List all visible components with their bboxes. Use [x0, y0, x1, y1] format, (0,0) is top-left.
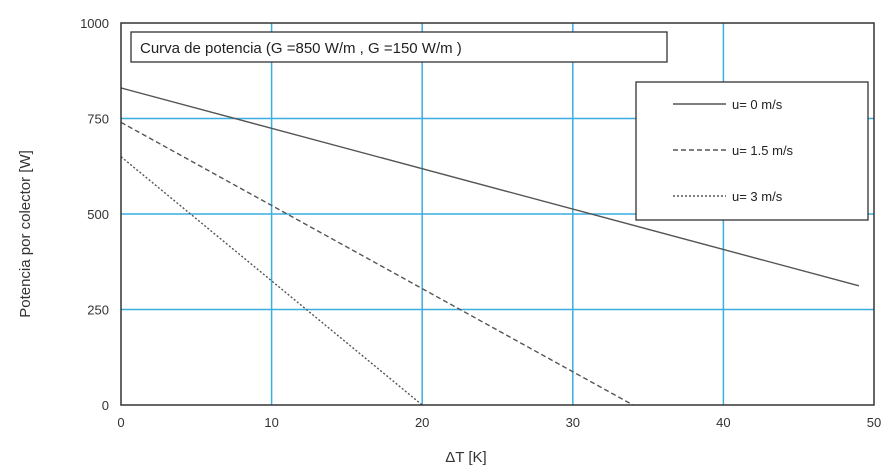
x-tick-label: 50 [867, 415, 881, 430]
plot-frame [120, 22, 875, 406]
x-tick-label: 0 [117, 415, 124, 430]
x-tick-label: 10 [264, 415, 278, 430]
x-tick-label: 30 [566, 415, 580, 430]
y-tick-label: 0 [102, 398, 109, 413]
title-box: Curva de potencia (G =850 W/m , G =150 W… [130, 31, 668, 63]
y-tick-label: 500 [87, 207, 109, 222]
legend-items: u= 0 m/s u= 1.5 m/s u= 3 m/s [673, 97, 794, 204]
y-tick-label: 250 [87, 303, 109, 318]
x-tick-label: 20 [415, 415, 429, 430]
series-line [120, 87, 860, 287]
x-tick-label: 40 [716, 415, 730, 430]
y-axis-label: Potencia por colector [W] [17, 150, 34, 318]
series-lines [120, 87, 860, 406]
series-line [120, 156, 423, 406]
x-axis-label: ΔT [K] [445, 449, 486, 466]
legend-frame [635, 81, 869, 221]
title-box-frame [130, 31, 668, 63]
legend: u= 0 m/s u= 1.5 m/s u= 3 m/s [635, 81, 869, 221]
legend-label: u= 3 m/s [732, 189, 783, 204]
legend-label: u= 0 m/s [732, 97, 783, 112]
legend-label: u= 1.5 m/s [732, 143, 794, 158]
chart-title: Curva de potencia (G =850 W/m , G =150 W… [140, 40, 462, 57]
y-tick-label: 750 [87, 112, 109, 127]
series-line [120, 121, 634, 406]
y-tick-label: 1000 [80, 16, 109, 31]
